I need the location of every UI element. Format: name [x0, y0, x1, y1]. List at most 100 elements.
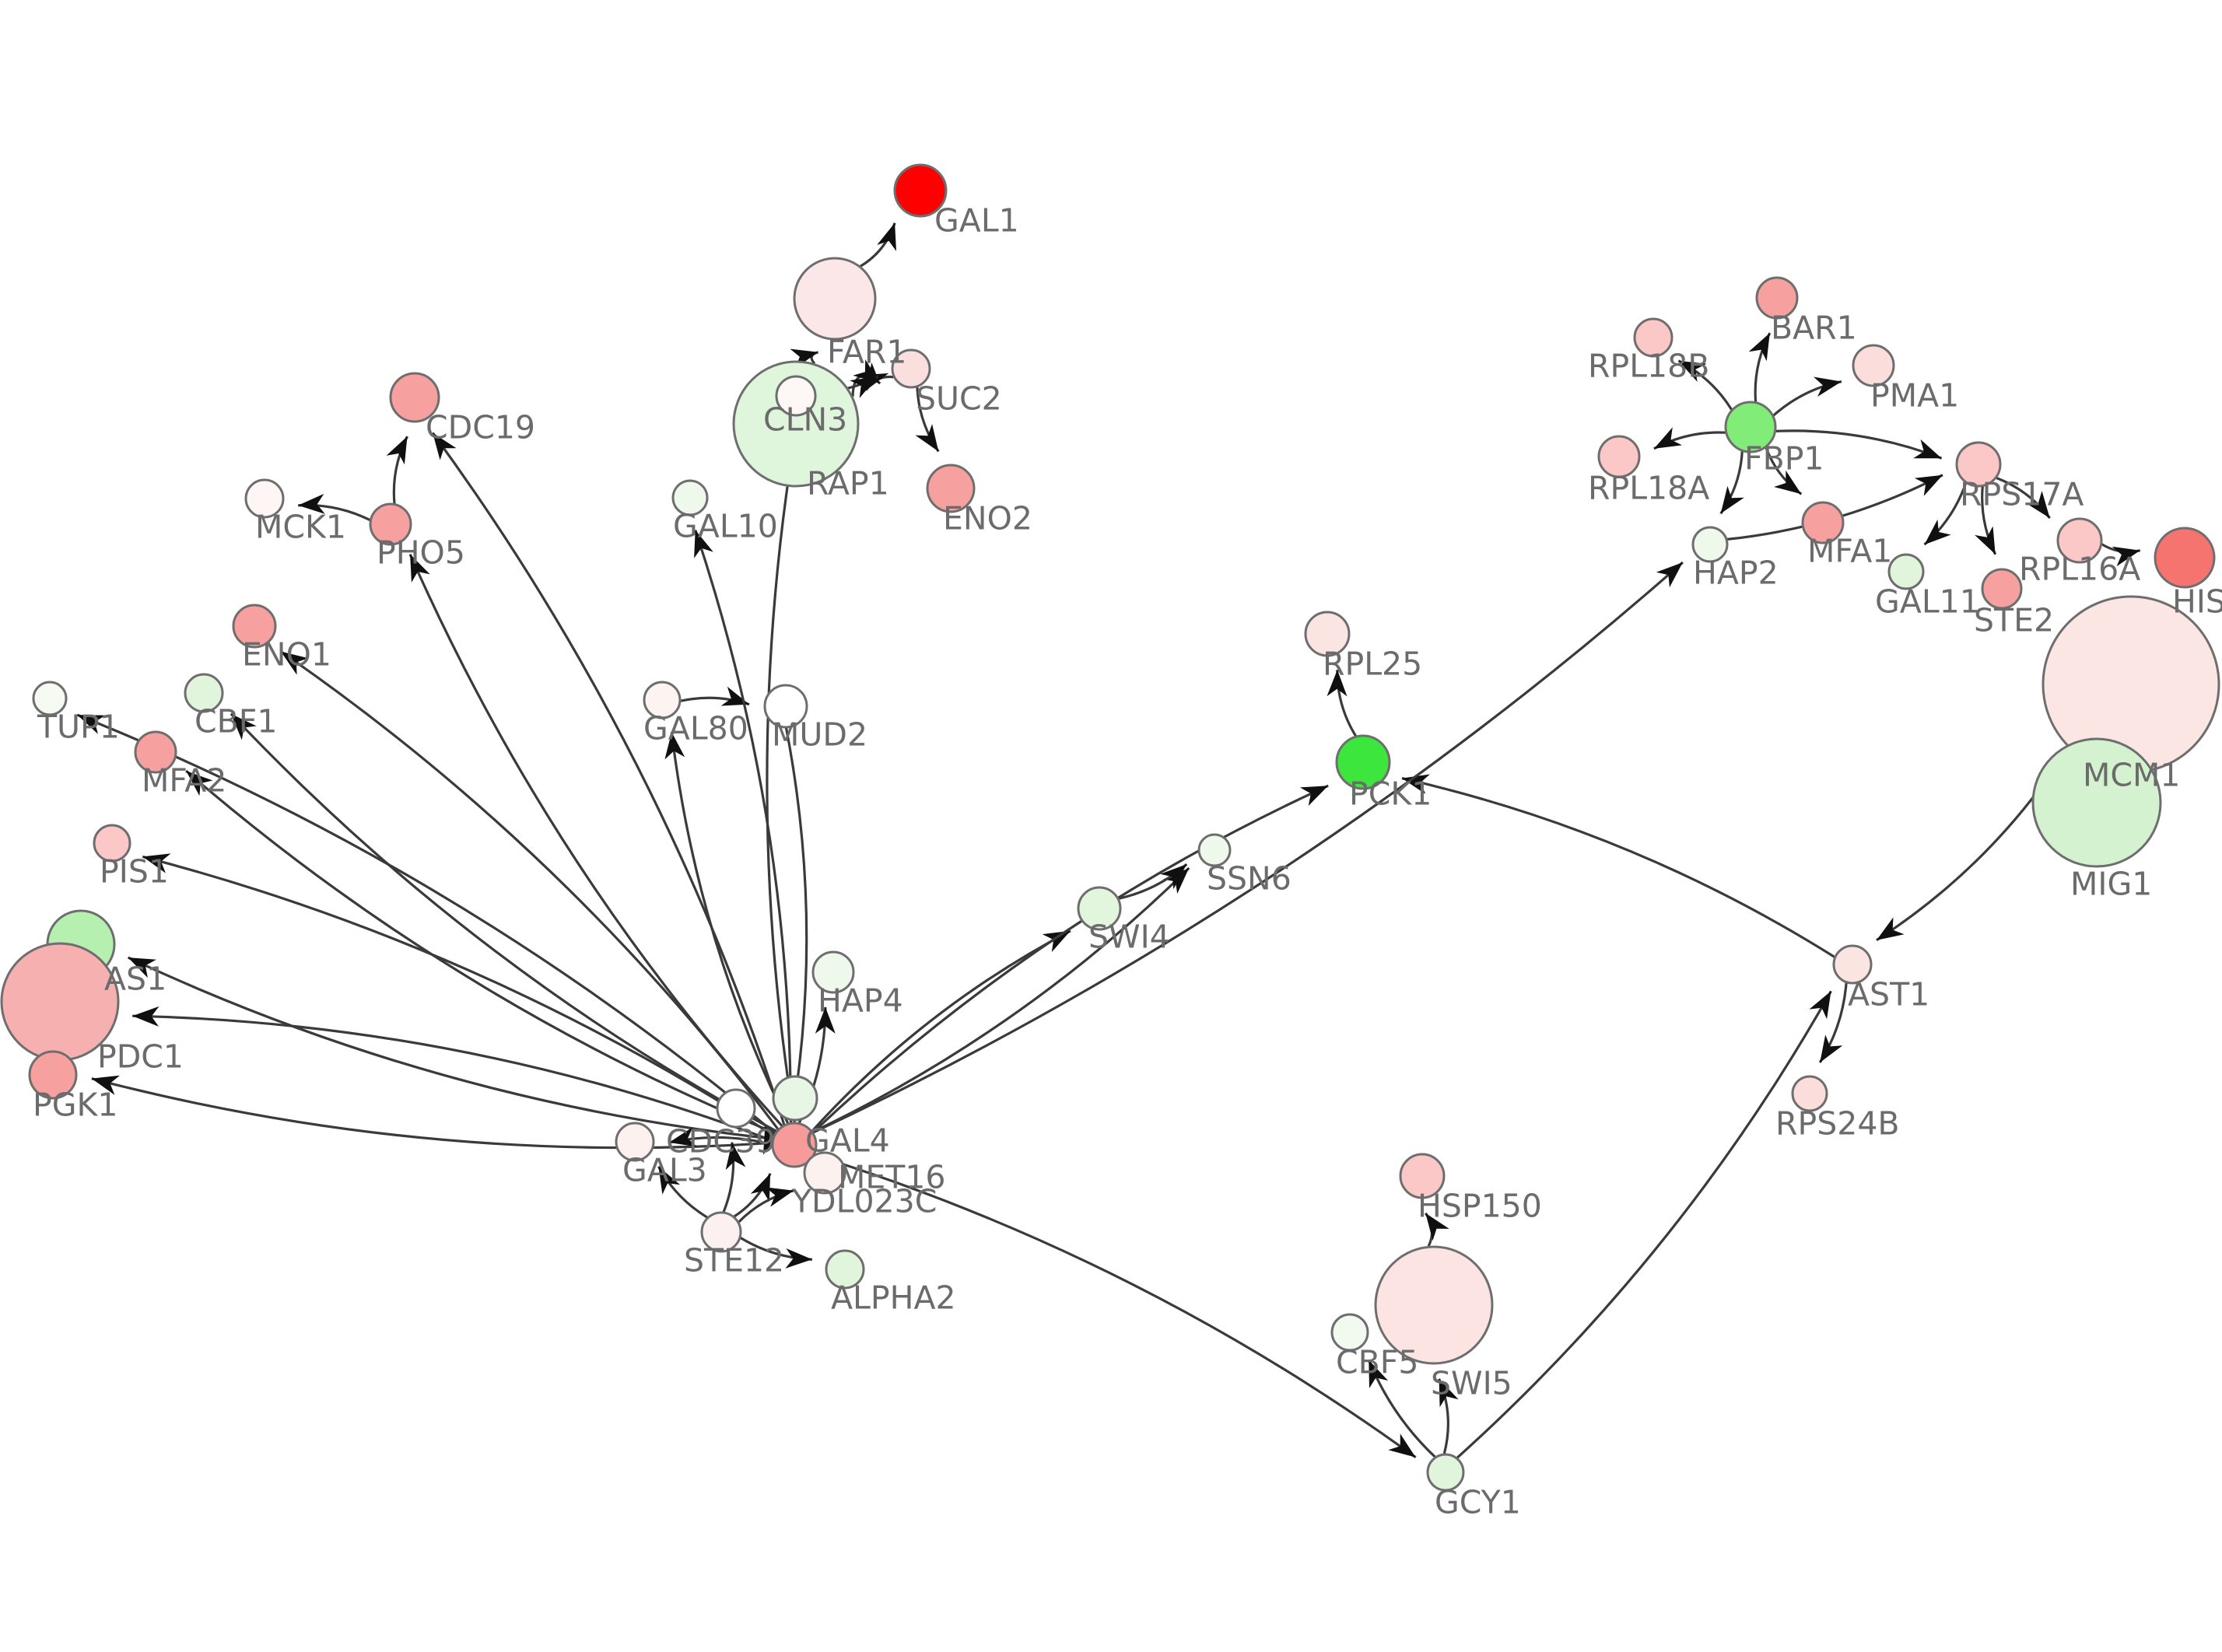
- node-label-tup1: TUP1: [37, 708, 120, 745]
- node-pis1[interactable]: [93, 824, 131, 863]
- node-label-gal80: GAL80: [643, 709, 748, 747]
- node-label-met16: MET16: [838, 1158, 946, 1195]
- node-gcy1[interactable]: [1426, 1453, 1465, 1492]
- node-label-gal4: GAL4: [805, 1122, 890, 1159]
- node-ssn6[interactable]: [1197, 833, 1232, 867]
- edge-gal4-to-mfa2: [185, 769, 776, 1135]
- node-cln3[interactable]: [732, 360, 860, 488]
- node-eno2[interactable]: [926, 464, 976, 513]
- node-pma1[interactable]: [1852, 344, 1895, 387]
- node-label-suc2: SUC2: [916, 380, 1002, 417]
- label-layer: GAL1 FAR1 SUC2 CLN3 ENO2 CDC19 MCK1 PHO5 GAL10 RA…: [33, 201, 2222, 1521]
- node-hap2[interactable]: [1691, 526, 1729, 563]
- node-label-pis1: PIS1: [100, 852, 169, 890]
- node-label-swi4: SWI4: [1088, 918, 1170, 955]
- node-label-cdc19: CDC19: [426, 408, 535, 446]
- node-cdc19[interactable]: [389, 372, 440, 423]
- node-swi4[interactable]: [1077, 886, 1122, 931]
- node-mig1[interactable]: [2031, 737, 2162, 868]
- node-suc2[interactable]: [891, 348, 931, 389]
- arrowhead-icon: [132, 1006, 159, 1027]
- arrowhead-icon: [1814, 376, 1842, 397]
- node-rps24b[interactable]: [1791, 1075, 1828, 1112]
- node-pgk1[interactable]: [28, 1050, 78, 1100]
- node-rpl16a[interactable]: [2056, 517, 2103, 564]
- node-fbp1[interactable]: [1724, 401, 1777, 453]
- edge-ast1-to-pck1: [1401, 777, 1835, 958]
- node-eno1[interactable]: [232, 604, 277, 649]
- node-rpl18a[interactable]: [1597, 435, 1641, 478]
- node-gal10[interactable]: [671, 479, 709, 516]
- node-rpl18b[interactable]: [1633, 317, 1674, 358]
- node-rps17a[interactable]: [1955, 441, 2002, 488]
- edge-gcy1-to-ast1: [1456, 990, 1832, 1459]
- node-label-mud2: MUD2: [772, 716, 867, 753]
- node-cdc39[interactable]: [716, 1088, 756, 1129]
- node-label-cbf1: CBF1: [195, 702, 277, 740]
- node-his4[interactable]: [2154, 527, 2216, 589]
- arrowhead-icon: [720, 686, 750, 706]
- node-tup1[interactable]: [32, 681, 68, 716]
- edge-fbp1-to-rps17a: [1775, 429, 1943, 460]
- node-ste12[interactable]: [700, 1211, 742, 1253]
- node-gal11[interactable]: [1887, 553, 1925, 590]
- node-hsp150[interactable]: [1399, 1153, 1446, 1199]
- node-label-mfa2: MFA2: [142, 761, 226, 799]
- node-label-rps24b: RPS24B: [1775, 1104, 1900, 1142]
- node-gal80[interactable]: [643, 681, 682, 719]
- node-alpha2[interactable]: [825, 1249, 865, 1290]
- arrowhead-icon: [785, 1248, 812, 1269]
- arrowhead-icon: [433, 432, 457, 460]
- arrowhead-icon: [915, 424, 939, 452]
- arrowhead-icon: [1401, 774, 1430, 794]
- node-met16[interactable]: [772, 1075, 818, 1122]
- node-swi5[interactable]: [1374, 1245, 1494, 1365]
- node-label-rap1: RAP1: [807, 464, 889, 502]
- node-label-swi5: SWI5: [1431, 1364, 1512, 1402]
- arrowhead-icon: [410, 554, 430, 583]
- node-far1[interactable]: [793, 257, 877, 341]
- arrowhead-icon: [2025, 491, 2050, 519]
- node-mck1[interactable]: [244, 478, 285, 519]
- edge-gal4-to-gal10: [694, 529, 793, 1123]
- node-label-ste12: STE12: [684, 1241, 784, 1279]
- node-hap4[interactable]: [811, 950, 855, 994]
- node-label-cdc39: CDC39: [666, 1122, 776, 1160]
- arrowhead-icon: [1678, 360, 1707, 382]
- node-label-gal3: GAL3: [622, 1151, 707, 1188]
- edge-gal4-to-swi4: [811, 929, 1071, 1132]
- node-cbf1[interactable]: [184, 673, 224, 713]
- edge-gal4-to-pho5: [408, 553, 783, 1127]
- node-gal1[interactable]: [893, 163, 948, 218]
- node-mud2[interactable]: [763, 684, 808, 729]
- node-cbf5[interactable]: [1330, 1313, 1369, 1352]
- arrowhead-icon: [1042, 930, 1071, 953]
- arrowhead-icon: [1327, 670, 1348, 697]
- arrowhead-icon: [386, 436, 408, 465]
- arrowhead-icon: [1388, 1433, 1416, 1458]
- node-gal3[interactable]: [615, 1122, 655, 1162]
- node-bar1[interactable]: [1755, 276, 1799, 320]
- node-rpl25[interactable]: [1304, 611, 1351, 657]
- node-rap1[interactable]: [775, 375, 817, 417]
- node-pck1[interactable]: [1335, 734, 1391, 790]
- node-pho5[interactable]: [369, 502, 412, 546]
- arrowhead-icon: [1160, 864, 1187, 890]
- node-label-eno1: ENO1: [242, 635, 331, 673]
- node-mfa1[interactable]: [1801, 501, 1845, 544]
- node-label-pdc1: PDC1: [97, 1038, 184, 1075]
- node-label-pma1: PMA1: [1870, 376, 1959, 414]
- arrowhead-icon: [1913, 439, 1942, 459]
- arrowhead-icon: [298, 493, 325, 514]
- edge-gal4-to-pis1: [142, 855, 775, 1137]
- node-label-bar1: BAR1: [1771, 309, 1857, 346]
- node-ast1[interactable]: [1832, 944, 1873, 985]
- node-label-as1: AS1: [104, 960, 166, 997]
- node-ydl023c[interactable]: [803, 1151, 846, 1195]
- edge-gal4-to-as1: [127, 956, 773, 1140]
- node-ste2[interactable]: [1981, 568, 2023, 610]
- node-mfa2[interactable]: [134, 730, 177, 774]
- node-gal4[interactable]: [771, 1122, 818, 1168]
